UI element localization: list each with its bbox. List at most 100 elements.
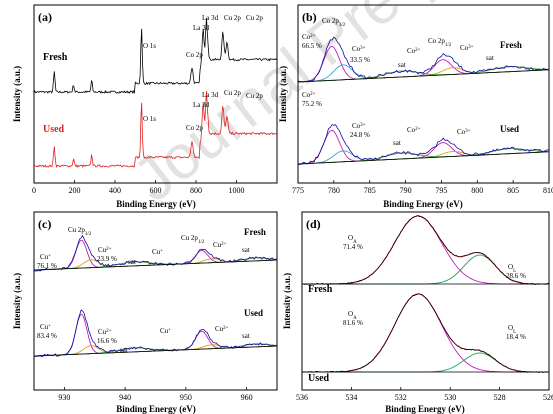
panel-d-oa-fresh: OA (348, 234, 357, 245)
panel-a-cu2p-2-fresh: Cu 2p (246, 14, 263, 22)
panel-a-la3d-2-fresh: La 3d (193, 24, 210, 32)
panel-b-sat-1-fresh: sat (398, 61, 406, 69)
panel-c-cu1-2-used: Cu+ (160, 327, 171, 335)
panel-c-ylabel: Intensity (a.u.) (12, 273, 22, 329)
panel-b-used-spectrum (297, 124, 550, 166)
panel-a-x-ticks: 0 200 400 600 800 1000 (32, 180, 245, 195)
panel-b-fresh-co2-peak (297, 45, 549, 83)
panel-a-cu2p-1-used: Cu 2p (224, 89, 241, 97)
panel-b-co3-used: Co3+ (352, 122, 366, 130)
panel-b-co2-fresh-pct: 66.5 % (302, 42, 322, 50)
panel-b-ylabel: Intensity (a.u.) (278, 66, 288, 122)
panel-b-fresh-spectrum (297, 36, 550, 83)
panel-c-cu2-fresh: Cu2+ (98, 246, 112, 254)
panel-b-label: (b) (302, 10, 317, 24)
panel-c-xlabel: Binding Energy (eV) (116, 404, 196, 414)
panel-a-o1s-fresh: O 1s (143, 42, 156, 50)
panel-b-co3-used-pct: 24.8 % (350, 131, 370, 139)
panel-a-la3d-1-fresh: La 3d (202, 14, 219, 22)
panel-c-cu1-2-fresh: Cu+ (152, 248, 163, 256)
panel-a-tick-label: 0 (32, 186, 36, 195)
panel-b-fresh-label: Fresh (500, 40, 522, 50)
panel-c-cu1-fresh-pct: 76.1 % (37, 262, 57, 270)
panel-b-co2p32: Co 2p3/2 (322, 17, 346, 28)
panel-d-tick-label: 528 (494, 393, 506, 402)
panel-a-cu2p-2-used: Cu 2p (246, 92, 263, 100)
panel-c-used-cu1-peak-2 (33, 330, 278, 357)
panel-d-fresh-label: Fresh (308, 284, 333, 295)
panel-c-sat-1-fresh: sat (128, 258, 136, 266)
panel-b-co2-used-pct: 75.2 % (302, 100, 322, 108)
panel-a-fresh-line (33, 17, 278, 95)
panel-b-co3-2-fresh: Co3+ (460, 44, 474, 52)
panel-b-tick-label: 780 (328, 186, 340, 195)
panel-a-tick-label: 400 (109, 186, 121, 195)
panel-c-cu1-fresh: Cu+ (40, 253, 51, 261)
panel-c-used-label: Used (244, 308, 263, 318)
panel-a-co2p-fresh: Co 2p (186, 51, 203, 59)
panel-c-cu2-used-pct: 16.6 % (97, 337, 117, 345)
panel-a-label: (a) (38, 10, 52, 24)
panel-c-fresh-background (33, 259, 278, 271)
panel-b-co3-fresh: Co3+ (352, 45, 366, 53)
panel-d-ol-used-pct: 18.4 % (506, 333, 526, 341)
panel-d-ol-used: OL (508, 324, 516, 335)
panel-c-cu2-used: Cu2+ (98, 328, 112, 336)
panel-a-tick-label: 600 (150, 186, 162, 195)
panel-c: (c) 930 940 950 960 Binding Energy (eV) Int… (12, 211, 278, 414)
panel-d-tick-label: 526 (543, 393, 553, 402)
panel-b-tick-label: 800 (471, 186, 483, 195)
panel-a-plot (33, 17, 278, 169)
panel-a-xlabel: Binding Energy (eV) (116, 199, 196, 209)
panel-b-co2-fresh: Co2+ (302, 33, 316, 41)
panel-d-used-spectrum (301, 293, 550, 373)
panel-c-tick-label: 960 (241, 393, 253, 402)
panel-a-tick-label: 200 (69, 186, 81, 195)
panel-b-xlabel: Binding Energy (eV) (383, 199, 463, 209)
panel-c-label: (c) (38, 217, 51, 231)
panel-a-o1s-used: O 1s (143, 115, 156, 123)
panel-d: (d) 536 534 532 530 528 526 Binding Energy (e… (282, 211, 553, 414)
panel-d-oa-used: OA (348, 310, 357, 321)
panel-b-co2p12: Co 2p1/2 (428, 37, 452, 48)
panel-b-tick-label: 785 (364, 186, 376, 195)
panel-d-frame (301, 211, 550, 391)
panel-b-co2-2-used: Co2+ (407, 126, 421, 134)
panel-c-cu2-2-fresh: Cu2+ (213, 241, 227, 249)
panel-b-frame (297, 4, 550, 184)
panel-c-cu2p32: Cu 2p3/2 (68, 226, 92, 237)
panel-d-ylabel: Intensity (a.u.) (282, 273, 292, 329)
panel-b-x-ticks: 775 780 785 790 795 800 805 810 (292, 180, 553, 195)
panel-c-tick-label: 930 (58, 393, 70, 402)
panel-a-co2p-used: Co 2p (186, 124, 203, 132)
panel-d-ol-fresh-pct: 28.6 % (506, 272, 526, 280)
panel-c-sat-2-used: sat (242, 332, 250, 340)
panel-b-co3-2-used: Co3+ (457, 128, 471, 136)
panel-a-tick-label: 1000 (229, 186, 245, 195)
panel-b-used-background (297, 151, 549, 165)
panel-d-oa-fresh-pct: 71.4 % (343, 243, 363, 251)
panel-a-la3d-1-used: La 3d (202, 91, 219, 99)
panel-c-used-background (33, 345, 278, 357)
panel-d-x-ticks: 536 534 532 530 528 526 (296, 387, 553, 402)
panel-d-xlabel: Binding Energy (eV) (385, 404, 465, 414)
panel-c-fresh-spectrum (33, 234, 278, 272)
panel-d-ol-fresh: OL (508, 263, 516, 274)
panel-a-fresh-label: Fresh (43, 52, 68, 63)
panel-c-sat-1-used: sat (120, 346, 128, 354)
panel-a: (a) 0 200 400 600 800 1000 Binding Energy (eV… (12, 4, 278, 209)
panel-b-tick-label: 810 (543, 186, 553, 195)
panel-b-co2-2-fresh: Co2+ (407, 47, 421, 55)
panel-c-x-ticks: 930 940 950 960 (58, 387, 253, 402)
panel-c-tick-label: 950 (180, 393, 192, 402)
panel-a-used-label: Used (43, 124, 65, 135)
panel-d-fresh-spectrum (301, 214, 550, 286)
panel-b: (b) 775 780 785 790 795 800 805 810 Binding Ene… (278, 4, 553, 209)
panel-c-cu2-fresh-pct: 23.9 % (97, 255, 117, 263)
panel-c-cu2-2-used: Cu2+ (215, 325, 229, 333)
panel-b-sat-used: sat (393, 139, 401, 147)
panel-c-cu2p12: Cu 2p1/2 (181, 234, 205, 245)
panel-b-fresh-co2-peak-2 (297, 59, 549, 83)
panel-b-fresh-background (297, 69, 549, 83)
